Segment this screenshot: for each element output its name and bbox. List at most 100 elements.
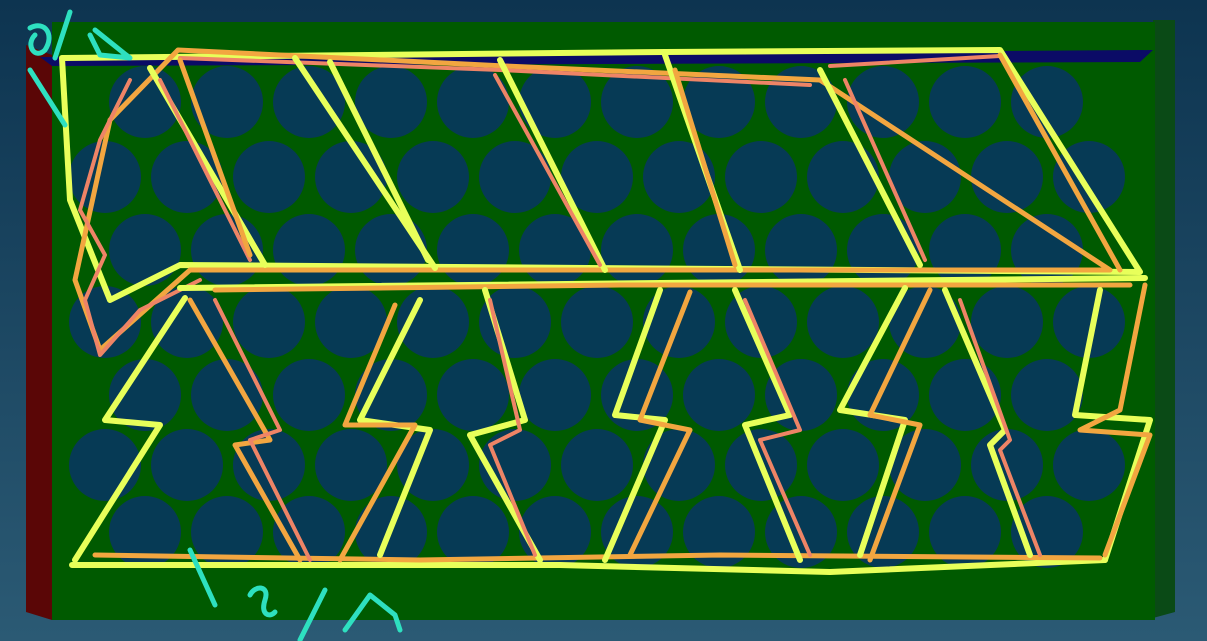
annotation-marks [27,9,403,641]
lower-zigzag-8-orange [1077,282,1153,558]
honeycomb-hole [683,359,755,431]
honeycomb-hole [971,286,1043,358]
lower-zigzag-6-orange [867,287,933,563]
lower-zigzag-7-pink [958,298,1042,557]
honeycomb-hole [191,66,263,138]
lower-zigzag-5-pink [743,298,812,557]
honeycomb-hole [561,286,633,358]
honeycomb-hole [807,429,879,501]
honeycomb-hole [847,66,919,138]
lower-band-strokes [69,275,1153,575]
board-left-edge [26,45,52,620]
honeycomb-hole [273,214,345,286]
board-right-side [1153,20,1175,618]
lower-zigzag-5 [732,287,803,563]
honeycomb-hole [725,141,797,213]
honeycomb-hole [683,496,755,568]
honeycomb-hole [397,429,469,501]
honeycomb-hole [397,141,469,213]
honeycomb-hole [601,66,673,138]
honeycomb-hole [683,66,755,138]
honeycomb-hole [437,496,509,568]
lower-zigzag-1 [72,295,188,563]
honeycomb-hole [437,66,509,138]
honeycomb-hole [355,66,427,138]
lower-zigzag-2-orange [337,302,418,563]
upper-band-top-pink [178,54,1002,87]
honeycomb-hole [561,141,633,213]
upper-diagonal-4b [672,67,738,268]
upper-band-strokes [59,47,1143,357]
upper-diagonal-2-orange [177,57,253,258]
lower-band-bottom-orange [92,552,1103,563]
honeycomb-hole [1053,286,1125,358]
honeycomb-hole [1011,66,1083,138]
honeycomb-hole [643,429,715,501]
lower-band-top-orange [212,282,1133,293]
honeycomb-hole [807,286,879,358]
upper-band-left-edge [78,78,202,357]
honeycomb-hole [601,214,673,286]
upper-diagonal-6 [997,52,1123,273]
honeycomb-hole [273,66,345,138]
honeycomb-hole [233,286,305,358]
honeycomb-hole [519,359,591,431]
honeycomb-hole [233,141,305,213]
honeycomb-hole [355,359,427,431]
honeycomb-hole [479,286,551,358]
honeycomb-hole [765,214,837,286]
honeycomb-hole [315,429,387,501]
honeycomb-hole [683,214,755,286]
honeycomb-hole [929,66,1001,138]
honeycomb-board [26,20,1175,620]
honeycomb-hole [807,141,879,213]
honeycomb-hole [1011,214,1083,286]
upper-band-outline-alt [72,47,1113,353]
annotation-bottom [187,547,403,641]
honeycomb-hole [437,214,509,286]
honeycomb-hole [355,214,427,286]
honeycomb-hole [1053,429,1125,501]
honeycomb-hole [929,214,1001,286]
honeycomb-hole [929,496,1001,568]
honeycomb-hole [561,429,633,501]
honeycomb-hole [519,66,591,138]
lower-band-bottom [69,557,1108,575]
honeycomb-hole [151,286,223,358]
honeycomb-hole [1011,359,1083,431]
honeycomb-hole [273,496,345,568]
honeycomb-hole [191,359,263,431]
honeycomb-hole [233,429,305,501]
upper-diagonal-3-pink [493,73,602,267]
lower-zigzag-7 [942,287,1033,558]
upper-diagonal-2b [327,59,431,263]
honeycomb-hole [437,359,509,431]
honeycomb-hole [191,214,263,286]
honeycomb-hole [643,141,715,213]
honeycomb-hole [479,141,551,213]
honeycomb-hole [765,359,837,431]
honeycomb-hole [69,141,141,213]
upper-diagonal-1-pink [158,78,252,262]
lower-zigzag-3 [467,287,543,563]
honeycomb-hole [151,429,223,501]
honeycomb-hole [109,214,181,286]
honeycomb-hole [69,429,141,501]
honeycomb-hole [273,359,345,431]
sketch-overlay [27,9,1153,641]
honeycomb-hole [971,141,1043,213]
annotation-top-left [27,9,133,128]
upper-diagonal-5-pink [843,78,927,262]
honeycomb-hole [601,496,673,568]
upper-diagonal-3 [497,57,608,273]
honeycomb-hole [315,286,387,358]
upper-diagonal-5 [817,67,923,268]
honeycomb-hole [889,429,961,501]
lower-zigzag-3-pink [488,298,537,557]
lower-zigzag-1-pink [213,298,312,562]
lower-zigzag-4-orange [627,289,693,558]
honeycomb-hole [315,141,387,213]
honeycomb-hole [109,496,181,568]
honeycomb-hole [109,359,181,431]
